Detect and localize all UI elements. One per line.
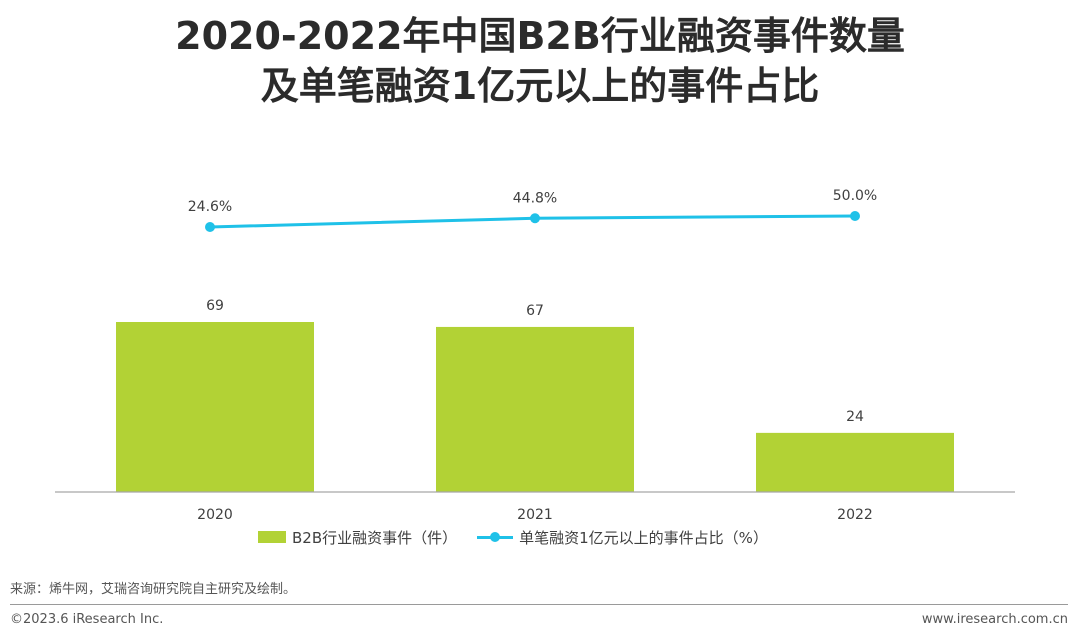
line-value-label-2022: 50.0% — [833, 188, 877, 204]
copyright-text: ©2023.6 iResearch Inc. — [10, 612, 164, 627]
source-note: 来源：烯牛网，艾瑞咨询研究院自主研究及绘制。 — [10, 582, 297, 597]
legend-line-label: 单笔融资1亿元以上的事件占比（%） — [519, 528, 768, 547]
legend-bar-label: B2B行业融资事件（件） — [292, 528, 458, 547]
x-tick-label-2020: 2020 — [197, 507, 233, 523]
line-value-label-2021: 44.8% — [513, 190, 557, 206]
bar-value-label-2020: 69 — [206, 298, 224, 314]
bar-2022 — [756, 432, 954, 492]
bar-value-label-2022: 24 — [846, 409, 864, 425]
line-point-2021 — [530, 213, 540, 224]
line-point-2020 — [205, 222, 215, 232]
website-link[interactable]: www.iresearch.com.cn — [921, 612, 1068, 627]
x-tick-label-2022: 2022 — [837, 507, 873, 523]
legend-line-swatch — [477, 530, 514, 544]
chart-legend: B2B行业融资事件（件） 单笔融资1亿元以上的事件占比（%） — [258, 527, 768, 547]
x-tick-label-2021: 2021 — [517, 507, 553, 523]
chart-title-line-2: 及单笔融资1亿元以上的事件占比 — [260, 64, 820, 108]
bar-2021 — [436, 326, 634, 492]
footer-divider — [10, 604, 1068, 605]
bar-value-label-2021: 67 — [526, 303, 544, 319]
line-point-2022 — [850, 211, 860, 221]
bar-2020 — [116, 322, 314, 492]
chart-title-line-1: 2020-2022年中国B2B行业融资事件数量 — [175, 14, 905, 58]
line-value-label-2020: 24.6% — [188, 199, 232, 215]
legend-bar-swatch — [258, 531, 286, 543]
